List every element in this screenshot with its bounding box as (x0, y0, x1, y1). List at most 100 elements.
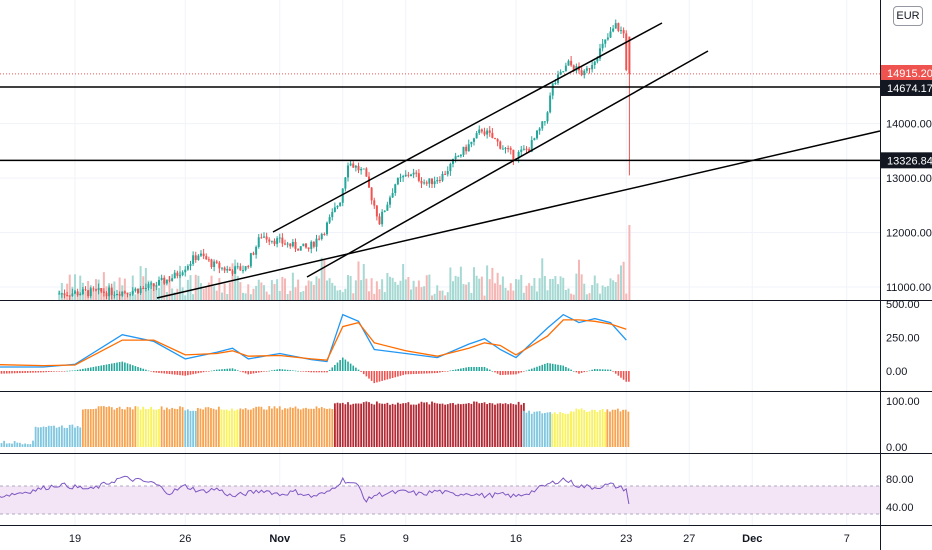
candle-body (108, 287, 111, 297)
candle-body (131, 290, 134, 295)
oscillator-bar (42, 426, 45, 447)
macd-histogram-bar (79, 369, 82, 371)
volume-bar (593, 275, 596, 300)
macd-histogram-bar (226, 368, 229, 371)
candle-body (543, 121, 546, 123)
time-scale[interactable]: 19 26 Nov 5 9 16 23 27 Dec 7 (69, 533, 850, 545)
volume-bar (100, 288, 103, 300)
volume-bar (599, 293, 601, 300)
volume-bar (123, 278, 126, 300)
oscillator-tick-label: 100.00 (886, 396, 920, 408)
macd-histogram-bar (536, 366, 538, 371)
price-pane[interactable] (0, 0, 881, 525)
volume-bar (428, 274, 431, 300)
oscillator-bar (21, 444, 24, 447)
macd-histogram-bar (588, 370, 591, 372)
volume-bar (370, 278, 373, 300)
oscillator-bar (144, 409, 147, 447)
time-tick-label: 26 (179, 533, 191, 545)
macd-histogram-bar (97, 365, 100, 371)
volume-bar (231, 263, 234, 300)
candle-body (336, 205, 339, 208)
candle-body (522, 148, 525, 150)
price-scale[interactable]: 11000.00 12000.00 13000.00 14000.00 0.00 250.… (886, 119, 932, 514)
volume-bar (601, 285, 604, 300)
macd-histogram-bar (166, 371, 168, 374)
candle-body (223, 267, 226, 271)
oscillator-bar (100, 406, 103, 447)
oscillator-bar (84, 409, 87, 447)
macd-histogram-bar (171, 371, 173, 375)
oscillator-bar (336, 402, 339, 447)
volume-bar (92, 290, 95, 300)
oscillator-bar (499, 403, 502, 447)
candle-body (97, 288, 100, 291)
volume-bar (536, 291, 538, 300)
volume-bar (312, 284, 315, 300)
volume-bar (396, 284, 399, 300)
oscillator-bar (299, 409, 302, 447)
candle-body (454, 156, 457, 160)
oscillator-bar (604, 411, 607, 447)
candle-body (63, 293, 66, 296)
oscillator-bar (386, 402, 389, 447)
macd-histogram-bar (42, 371, 45, 373)
oscillator-bar (220, 409, 223, 447)
oscillator-bar (152, 409, 155, 447)
horizontal-levels[interactable] (0, 86, 880, 162)
volume-bar (543, 275, 546, 300)
candle-body (378, 216, 381, 225)
volume-bar (564, 290, 567, 300)
oscillator-bar (326, 408, 328, 447)
macd-histogram-bar (607, 369, 609, 371)
volume-bar (394, 281, 397, 300)
oscillator-bar (616, 408, 619, 447)
candle-body (420, 180, 423, 184)
candle-body (218, 262, 221, 269)
trendlines[interactable] (156, 22, 881, 299)
oscillator-bar (150, 406, 153, 447)
oscillator-bar (323, 408, 326, 447)
oscillator-bar (347, 402, 349, 447)
oscillator-bar (494, 404, 496, 447)
macd-histogram-bar (462, 367, 465, 371)
oscillator-bar (24, 443, 27, 447)
last-price-tag-background (881, 65, 932, 81)
macd-histogram-bar (105, 364, 108, 371)
macd-histogram-bar (449, 370, 452, 372)
oscillator-bar (32, 440, 34, 447)
macd-histogram-bar (583, 371, 586, 373)
candle-body (402, 176, 405, 178)
macd-histogram-bar (517, 371, 520, 374)
oscillator-pane[interactable] (0, 401, 630, 447)
macd-histogram-bar (268, 370, 271, 372)
rsi-pane[interactable] (0, 475, 880, 515)
macd-histogram-bar (158, 371, 160, 373)
volume-bar (74, 274, 76, 300)
oscillator-bar (113, 409, 116, 447)
volume-bar (494, 283, 496, 300)
currency-badge[interactable]: EUR (893, 6, 923, 26)
macd-histogram-bar (184, 371, 187, 376)
candle-body (391, 193, 394, 198)
oscillator-bar (55, 427, 58, 447)
candle-body (116, 293, 118, 295)
candle-body (105, 292, 108, 297)
candle-body (428, 178, 431, 184)
macd-histogram-bar (402, 371, 404, 376)
volume-bar (478, 278, 481, 300)
oscillator-bar (53, 425, 55, 447)
oscillator-bar (110, 407, 113, 447)
oscillator-bar (118, 406, 121, 447)
candle-body (580, 70, 583, 76)
candle-body (71, 293, 74, 296)
oscillator-bar (108, 406, 111, 447)
macd-histogram-bar (124, 362, 126, 371)
macd-pane[interactable] (0, 313, 630, 384)
macd-histogram-bar (617, 371, 620, 376)
macd-histogram-bar (310, 371, 313, 373)
candle-body (546, 112, 549, 122)
oscillator-bar (509, 403, 512, 447)
candle-body (480, 129, 483, 132)
